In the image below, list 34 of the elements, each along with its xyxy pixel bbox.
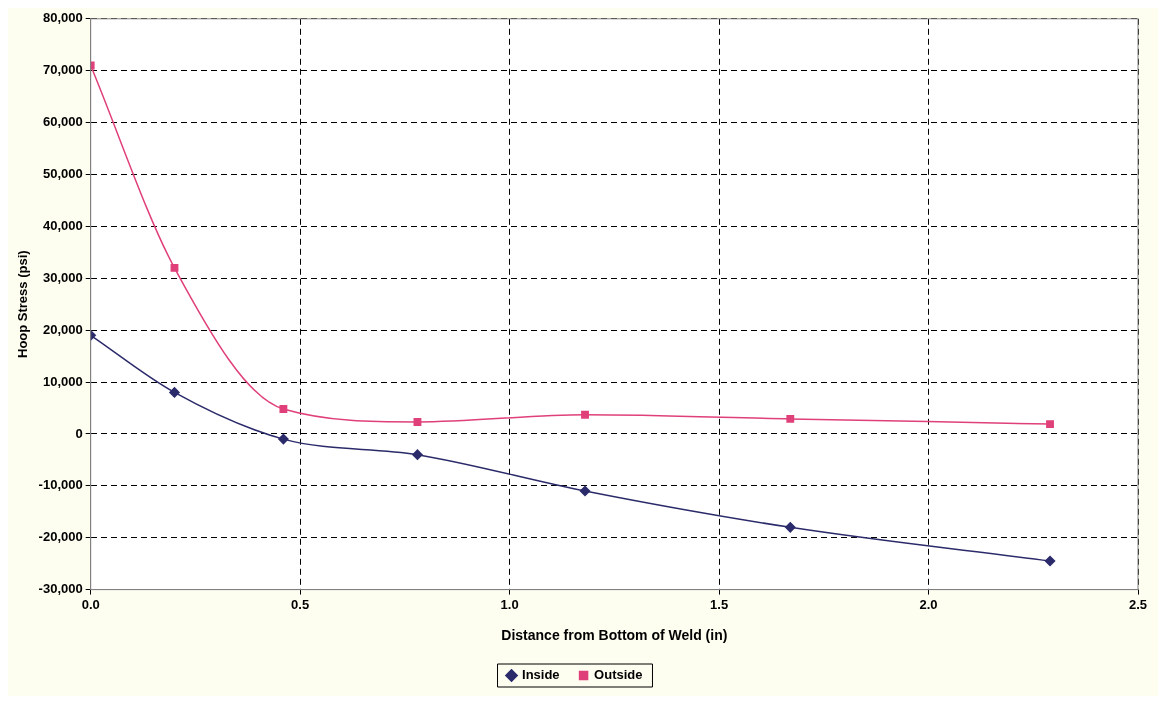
point — [170, 263, 179, 272]
y-tick-label: -20,000 — [38, 529, 83, 545]
y-tick-label: 30,000 — [42, 269, 83, 285]
point — [785, 522, 796, 533]
x-axis-title: Distance from Bottom of Weld (in) — [501, 627, 728, 644]
y-tick-label: 0 — [75, 425, 83, 441]
point — [412, 449, 423, 460]
legend-label: Outside — [594, 667, 643, 683]
x-tick-label: 0.0 — [81, 596, 100, 612]
point — [413, 418, 422, 426]
x-tick-label: 0.5 — [291, 596, 310, 612]
y-tick-label: -30,000 — [38, 581, 83, 597]
y-tick-label: 70,000 — [42, 62, 83, 78]
x-tick-label: 1.0 — [500, 596, 519, 612]
point — [169, 387, 180, 398]
y-tick-label: 50,000 — [42, 166, 83, 182]
y-axis-title: Hoop Stress (psi) — [15, 250, 31, 359]
y-tick-label: 60,000 — [42, 114, 83, 130]
point — [786, 414, 795, 423]
point — [278, 433, 289, 445]
point — [1044, 555, 1056, 567]
point — [579, 485, 591, 497]
point — [1046, 420, 1054, 428]
y-tick-label: 80,000 — [42, 10, 83, 26]
y-tick-label: 20,000 — [42, 321, 83, 337]
point — [581, 410, 589, 419]
x-tick-label: 2.5 — [1128, 596, 1148, 612]
x-tick-label: 2.0 — [919, 596, 938, 612]
y-tick-label: 10,000 — [42, 373, 83, 389]
y-tick-label: -10,000 — [38, 477, 83, 493]
point — [279, 405, 288, 413]
y-tick-label: 40,000 — [42, 217, 83, 233]
legend-label: Inside — [522, 667, 560, 683]
x-tick-label: 1.5 — [710, 596, 729, 612]
